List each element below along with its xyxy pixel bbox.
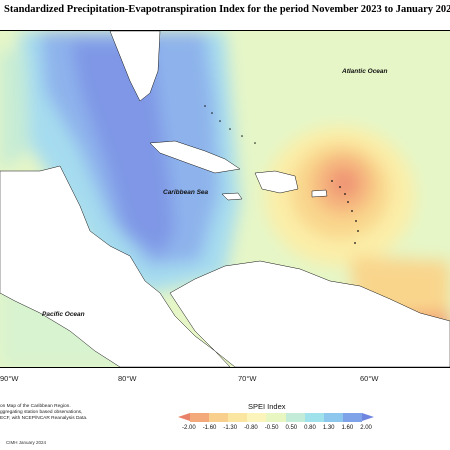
lon-label-60w: 60°W [360, 374, 379, 383]
credit-line-2: ggregating station based observations, [0, 410, 83, 415]
legend-tick-label: 2.00 [360, 425, 372, 431]
legend-swatch [209, 413, 229, 422]
lon-label-90w: 90°W [0, 374, 19, 383]
legend-tick-row: -2.00 -1.60 -1.30 -0.80 -0.50 0.50 0.80 1.30 1.6… [182, 425, 372, 431]
legend-swatch [323, 413, 343, 422]
spei-map: Atlantic Ocean Caribbean Sea Pacific Oce… [0, 30, 450, 368]
legend-swatch [228, 413, 248, 422]
label-atlantic-ocean: Atlantic Ocean [342, 68, 388, 75]
legend-tick-label: -1.60 [202, 425, 217, 431]
map-title: Standardized Precipitation-Evapotranspir… [4, 4, 450, 15]
island-markers [204, 105, 359, 244]
legend-tick-label: 1.30 [322, 425, 335, 431]
legend-tick-label: 0.80 [304, 425, 316, 431]
legend-tick-label: -0.50 [264, 425, 279, 431]
legend-swatch [342, 413, 362, 422]
legend-swatch [190, 413, 210, 422]
legend-swatch [285, 413, 305, 422]
legend-tick-label: 0.50 [285, 425, 298, 431]
legend-tick-label: -2.00 [182, 425, 196, 431]
label-pacific-ocean: Pacific Ocean [42, 311, 85, 318]
legend-cap-high [361, 413, 374, 421]
legend-cap-low [178, 413, 190, 421]
lon-label-70w: 70°W [238, 374, 257, 383]
legend-tick-label: -1.30 [223, 425, 238, 431]
legend-swatch [247, 413, 267, 422]
footer-credit: CIMH January 2024 [6, 440, 47, 445]
legend-color-bar [178, 413, 374, 422]
credit-line-1: on Map of the Caribbean Region. [0, 404, 71, 409]
lon-label-80w: 80°W [118, 374, 137, 383]
land-masses [0, 31, 450, 367]
map-canvas [0, 31, 450, 367]
legend-title: SPEI Index [248, 402, 286, 411]
legend-swatch [266, 413, 286, 422]
label-caribbean-sea: Caribbean Sea [163, 189, 209, 196]
credit-line-3: ECF, with NCEP/NCAR Reanalysis Data. [0, 416, 88, 421]
legend-tick-label: 1.60 [341, 425, 354, 431]
legend-swatch [304, 413, 324, 422]
legend-tick-label: -0.80 [244, 425, 258, 431]
